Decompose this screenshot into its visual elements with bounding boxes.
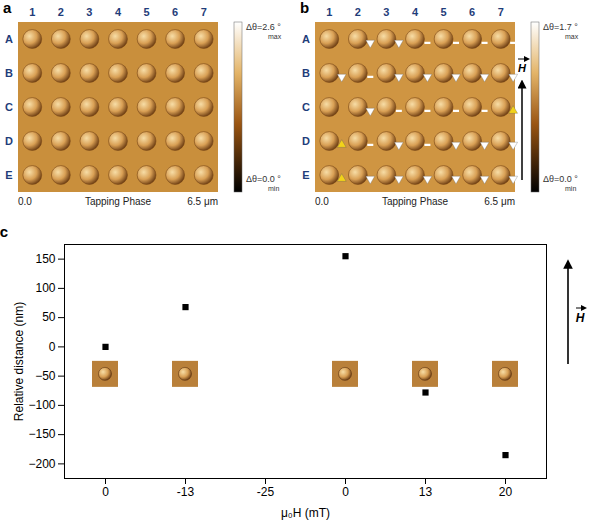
svg-text:C: C — [302, 101, 310, 113]
svg-text:7: 7 — [498, 6, 504, 18]
svg-text:min: min — [565, 185, 576, 192]
svg-text:E: E — [302, 169, 309, 181]
svg-text:−200: −200 — [28, 457, 55, 471]
svg-text:5: 5 — [441, 6, 447, 18]
svg-text:5: 5 — [144, 6, 150, 18]
svg-text:Tapping Phase: Tapping Phase — [85, 196, 152, 207]
svg-text:0: 0 — [49, 340, 56, 354]
svg-text:Δθ=2.6 °: Δθ=2.6 ° — [246, 22, 281, 32]
svg-text:−100: −100 — [28, 398, 55, 412]
svg-text:6: 6 — [172, 6, 178, 18]
svg-text:Δθ=1.7 °: Δθ=1.7 ° — [543, 22, 578, 32]
svg-text:a: a — [3, 0, 12, 16]
svg-text:2: 2 — [58, 6, 64, 18]
svg-text:A: A — [302, 33, 310, 45]
svg-text:Tapping Phase: Tapping Phase — [382, 196, 449, 207]
svg-text:3: 3 — [383, 6, 389, 18]
svg-text:6: 6 — [469, 6, 475, 18]
svg-text:max: max — [268, 33, 282, 40]
svg-text:Δθ=0.0 °: Δθ=0.0 ° — [543, 174, 578, 184]
svg-text:b: b — [300, 0, 309, 16]
svg-text:μ₀H (mT): μ₀H (mT) — [281, 506, 330, 520]
svg-text:E: E — [5, 169, 12, 181]
svg-text:1: 1 — [29, 6, 35, 18]
svg-text:Relative distance (nm): Relative distance (nm) — [12, 302, 26, 421]
svg-text:-25: -25 — [257, 485, 275, 499]
svg-text:50: 50 — [42, 310, 56, 324]
svg-text:150: 150 — [35, 252, 55, 266]
svg-text:B: B — [302, 67, 310, 79]
svg-text:7: 7 — [201, 6, 207, 18]
svg-text:4: 4 — [115, 6, 122, 18]
svg-text:H: H — [576, 311, 585, 325]
svg-text:H: H — [518, 62, 527, 74]
svg-text:min: min — [268, 185, 279, 192]
svg-text:4: 4 — [412, 6, 419, 18]
svg-text:0: 0 — [102, 485, 109, 499]
svg-text:D: D — [302, 135, 310, 147]
svg-text:A: A — [5, 33, 13, 45]
svg-text:6.5 μm: 6.5 μm — [187, 196, 218, 207]
svg-text:D: D — [5, 135, 13, 147]
svg-text:max: max — [565, 33, 579, 40]
svg-text:−50: −50 — [35, 369, 56, 383]
svg-text:0.0: 0.0 — [18, 196, 32, 207]
svg-text:0: 0 — [342, 485, 349, 499]
svg-text:0.0: 0.0 — [315, 196, 329, 207]
svg-text:100: 100 — [35, 281, 55, 295]
svg-text:−150: −150 — [28, 427, 55, 441]
svg-text:20: 20 — [499, 485, 513, 499]
svg-text:Δθ=0.0 °: Δθ=0.0 ° — [246, 174, 281, 184]
svg-text:-13: -13 — [177, 485, 195, 499]
svg-text:1: 1 — [326, 6, 332, 18]
svg-text:3: 3 — [86, 6, 92, 18]
svg-text:c: c — [0, 223, 8, 240]
svg-text:2: 2 — [355, 6, 361, 18]
svg-text:C: C — [5, 101, 13, 113]
svg-text:B: B — [5, 67, 13, 79]
svg-text:6.5 μm: 6.5 μm — [484, 196, 515, 207]
svg-text:13: 13 — [419, 485, 433, 499]
